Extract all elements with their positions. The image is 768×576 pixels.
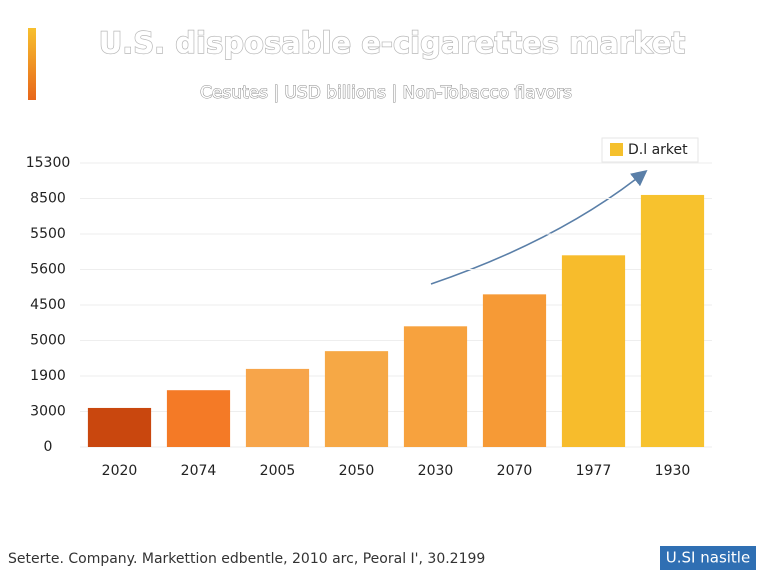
y-tick-label: 4500 [30,297,66,313]
bar [640,194,705,447]
y-tick-label: 0 [44,439,53,455]
bar [87,407,152,447]
y-tick-label: 5000 [30,333,66,349]
badge: U.SI nasitle [666,549,750,567]
x-tick-label: 2070 [497,463,533,479]
x-tick-label: 2050 [339,463,375,479]
legend-swatch [610,143,623,156]
y-tick-label: 15300 [26,155,71,171]
bar [245,368,310,447]
y-tick-label: 5600 [30,262,66,278]
x-tick-label: 2030 [418,463,454,479]
x-tick-label: 2074 [181,463,217,479]
x-tick-label: 2020 [102,463,138,479]
bar [482,294,547,447]
chart-subtitle: Cesutes | USD billions | Non-Tobacco fla… [200,83,572,103]
badge-box [660,546,756,570]
x-tick-label: 2005 [260,463,296,479]
x-tick-label: 1977 [576,463,612,479]
y-tick-label: 5500 [30,226,66,242]
bar [561,255,626,447]
bar [324,351,389,447]
x-tick-label: 1930 [655,463,691,479]
accent-bar [28,28,36,100]
legend-label: D.l arket [628,142,688,158]
y-tick-label: 3000 [30,404,66,420]
bar [403,326,468,447]
bar [166,390,231,447]
y-tick-label: 8500 [30,191,66,207]
y-tick-label: 1900 [30,368,66,384]
source-note: Seterte. Company. Markettion edbentle, 2… [8,551,485,567]
chart-title: U.S. disposable e-cigarettes market [99,26,686,60]
